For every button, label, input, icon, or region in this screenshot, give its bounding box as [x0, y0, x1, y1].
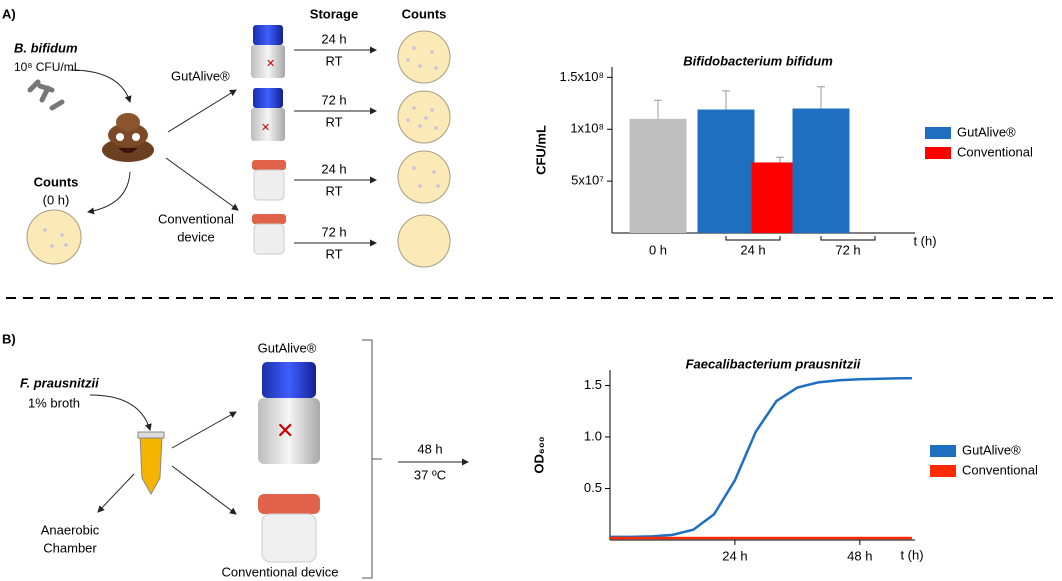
error-bar [654, 100, 662, 119]
group-bracket [821, 236, 875, 240]
legend-label: GutAlive® [962, 442, 1021, 457]
chart-title: Bifidobacterium bifidum [683, 53, 833, 68]
time-label: 24 h [321, 161, 346, 176]
x-tick-label: 48 h [847, 548, 872, 563]
arrow [172, 412, 236, 448]
legend-swatch [925, 147, 951, 159]
line [610, 378, 912, 537]
y-axis-label: CFU/mL [533, 125, 548, 175]
bar [793, 109, 850, 234]
legend-swatch [930, 445, 956, 457]
organism: B. bifidum [14, 40, 78, 55]
y-tick-label: 0.5 [584, 480, 602, 495]
bracket [362, 340, 382, 578]
x-tick-label: 24 h [722, 548, 747, 563]
arrow [168, 90, 236, 132]
gutalive-container: ✕ [251, 25, 285, 78]
petri-dish [398, 31, 450, 83]
group-bracket [726, 236, 780, 240]
gutalive-label: GutAlive® [171, 68, 230, 83]
conventional-container [258, 494, 320, 562]
petri-dish [398, 91, 450, 143]
y-tick-label: 1x10⁸ [570, 121, 604, 136]
stool-icon [102, 113, 154, 162]
chart-title: Faecalibacterium prausnitzii [686, 356, 861, 371]
time-label: 24 h [321, 31, 346, 46]
temp-label: RT [325, 183, 342, 198]
bar [630, 119, 687, 233]
arrow [172, 466, 236, 514]
x-tick-label: 24 h [740, 242, 765, 257]
error-bar [776, 157, 784, 162]
legend-swatch [930, 465, 956, 477]
legend-label: Conventional [962, 462, 1038, 477]
arrow [98, 474, 134, 512]
anaerobic-label: Anaerobic [41, 522, 100, 537]
conventional-label: Conventional device [221, 564, 338, 579]
legend-label: Conventional [957, 144, 1033, 159]
gutalive-container: ✕ [258, 362, 320, 464]
y-tick-label: 1.0 [584, 428, 602, 443]
x-axis-label: t (h) [900, 547, 923, 562]
inoculum: 10⁸ CFU/mL [14, 60, 81, 74]
time-label: 72 h [321, 92, 346, 107]
x-axis-label: t (h) [913, 233, 936, 248]
o2-icon: ✕ [276, 418, 294, 443]
panel-label: A) [2, 6, 16, 21]
bacteria-icon [30, 82, 62, 108]
time-label: (0 h) [43, 192, 70, 207]
anaerobic-label: Chamber [43, 540, 97, 555]
temp-label: RT [325, 53, 342, 68]
temp-label: RT [325, 246, 342, 261]
conventional-container [252, 160, 286, 200]
bar [698, 110, 755, 233]
legend-swatch [925, 127, 951, 139]
temp-label: RT [325, 114, 342, 129]
gutalive-container: ✕ [251, 88, 285, 141]
arrow [88, 172, 130, 212]
tube-icon [138, 432, 164, 494]
y-tick-label: 5x10⁷ [571, 173, 604, 188]
storage-header: Storage [310, 6, 358, 21]
organism: F. prausnitzii [20, 375, 99, 390]
gutalive-label: GutAlive® [258, 340, 317, 355]
petri-dish [398, 151, 450, 203]
petri-dish [27, 210, 81, 264]
inoculum: 1% broth [28, 395, 80, 410]
temp-label: 37 ºC [414, 467, 446, 482]
x-tick-label: 72 h [835, 242, 860, 257]
y-axis-label: OD₆₀₀ [531, 436, 546, 473]
x-tick-label: 0 h [649, 242, 667, 257]
o2-icon: ✕ [266, 58, 275, 70]
arrow [166, 158, 238, 210]
petri-dish [398, 215, 450, 267]
time-label: 48 h [417, 441, 442, 456]
arrow [90, 395, 150, 430]
counts-header: Counts [402, 6, 447, 21]
arrow [70, 70, 130, 102]
conventional-container [252, 214, 286, 254]
time-label: 72 h [321, 224, 346, 239]
y-tick-label: 1.5x10⁸ [559, 69, 604, 84]
error-bar [722, 91, 730, 110]
y-tick-label: 1.5 [584, 377, 602, 392]
o2-icon: ✕ [261, 122, 270, 134]
counts-label: Counts [34, 174, 79, 189]
error-bar [817, 87, 825, 109]
figure: A) B. bifidum 10⁸ CFU/mL GutAlive® Conve… [0, 0, 1062, 581]
legend-label: GutAlive® [957, 124, 1016, 139]
conventional-label: Conventional [158, 211, 234, 226]
conventional-label: device [177, 229, 215, 244]
panel-label: B) [2, 331, 16, 346]
